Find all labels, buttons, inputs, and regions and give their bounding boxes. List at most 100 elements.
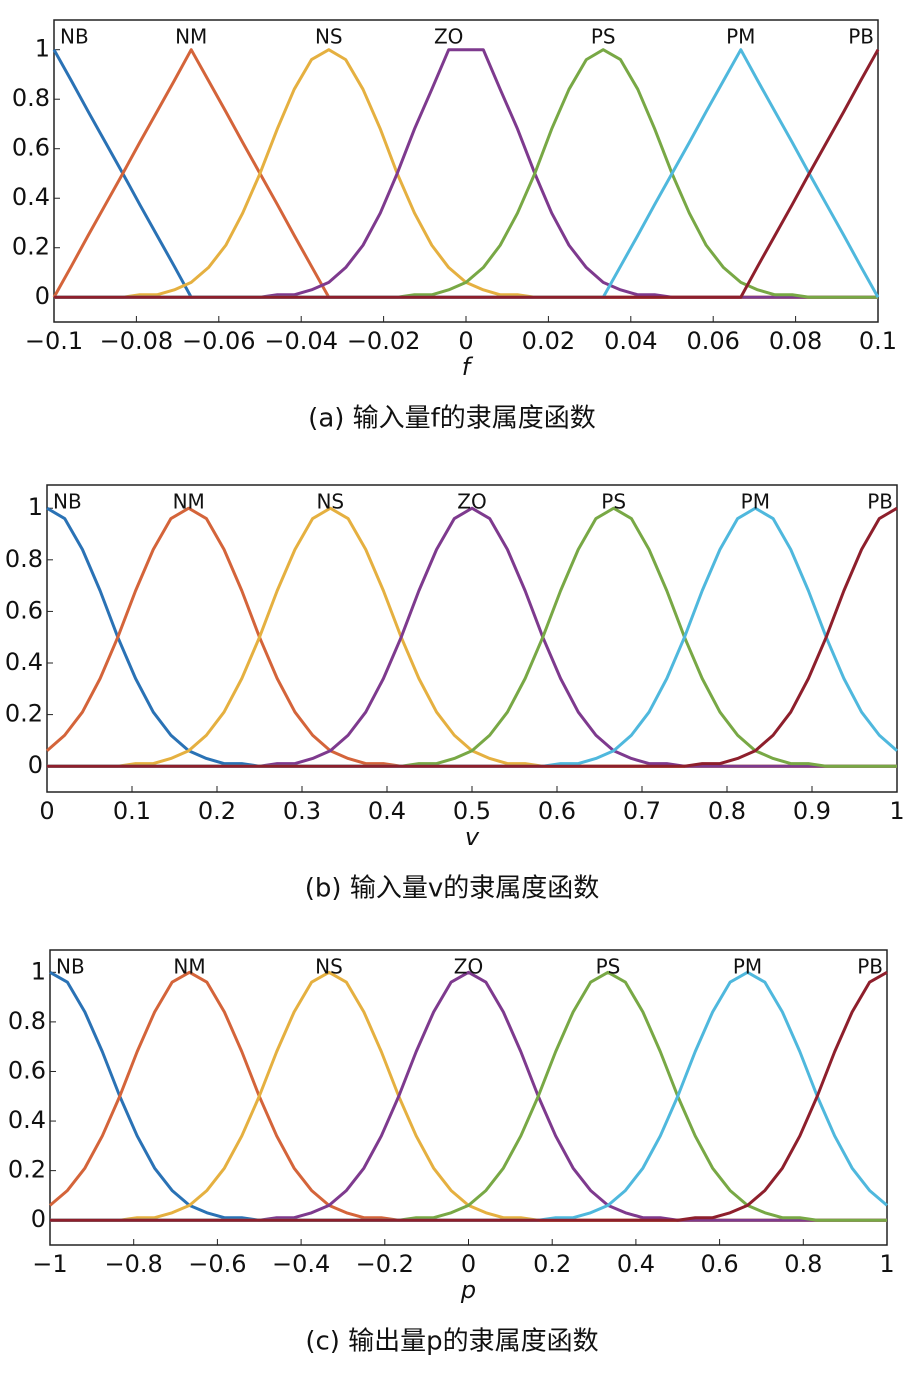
series-label: PB bbox=[867, 490, 893, 514]
membership-curve bbox=[47, 506, 897, 768]
x-tick-label: −0.08 bbox=[100, 327, 174, 355]
plot-frame bbox=[46, 484, 898, 793]
x-tick-label: −0.1 bbox=[25, 327, 83, 355]
series-label: ZO bbox=[457, 490, 486, 514]
membership-curve bbox=[47, 506, 898, 768]
series-label: NB bbox=[56, 955, 85, 979]
membership-curve bbox=[52, 48, 878, 299]
x-tick-label: −0.8 bbox=[105, 1250, 163, 1278]
x-axis-label: v bbox=[465, 823, 480, 851]
y-tick-label: 0 bbox=[28, 751, 43, 779]
series-label: PM bbox=[741, 490, 770, 514]
series-label: PB bbox=[848, 25, 874, 49]
series-label: ZO bbox=[434, 25, 463, 49]
series-label: PS bbox=[591, 25, 616, 49]
x-tick-label: 0.6 bbox=[538, 797, 576, 825]
x-tick-label: 0.8 bbox=[708, 797, 746, 825]
membership-curve bbox=[50, 971, 888, 1222]
x-tick-label: 0.1 bbox=[859, 327, 897, 355]
y-tick-label: 0.4 bbox=[8, 1106, 46, 1134]
series-label: NS bbox=[316, 490, 344, 514]
series-label: NS bbox=[315, 955, 343, 979]
y-tick-label: 0.2 bbox=[5, 700, 43, 728]
y-tick-label: 0.6 bbox=[5, 596, 43, 624]
y-tick-label: 0.4 bbox=[12, 183, 50, 211]
membership-curve bbox=[54, 48, 878, 299]
x-tick-label: 0.2 bbox=[533, 1250, 571, 1278]
membership-curve bbox=[46, 506, 897, 768]
membership-curve bbox=[50, 970, 888, 1222]
series-label: NB bbox=[60, 25, 89, 49]
series-label: PS bbox=[601, 490, 626, 514]
x-tick-label: 0.9 bbox=[793, 797, 831, 825]
membership-curve bbox=[46, 506, 897, 768]
y-tick-label: 0.2 bbox=[12, 233, 50, 261]
x-axis-label: f bbox=[462, 353, 474, 381]
x-tick-label: 0.4 bbox=[617, 1250, 655, 1278]
y-tick-label: 1 bbox=[35, 35, 50, 63]
x-tick-label: 0.6 bbox=[701, 1250, 739, 1278]
membership-curve bbox=[50, 970, 887, 1222]
membership-curve bbox=[50, 970, 887, 1222]
series-label: NS bbox=[315, 25, 343, 49]
x-tick-label: −0.4 bbox=[272, 1250, 330, 1278]
x-tick-label: 0 bbox=[39, 797, 54, 825]
series-label: ZO bbox=[454, 955, 483, 979]
y-tick-label: 0.2 bbox=[8, 1156, 46, 1184]
y-tick-label: 0 bbox=[31, 1205, 46, 1233]
series-label: NM bbox=[175, 25, 207, 49]
x-tick-label: 1 bbox=[879, 1250, 894, 1278]
membership-curve bbox=[49, 971, 887, 1222]
x-tick-label: −0.06 bbox=[182, 327, 256, 355]
y-tick-label: 0.8 bbox=[12, 84, 50, 112]
x-tick-label: 0 bbox=[458, 327, 473, 355]
x-tick-label: 0 bbox=[461, 1250, 476, 1278]
x-tick-label: 0.8 bbox=[784, 1250, 822, 1278]
membership-curve bbox=[47, 506, 898, 768]
caption: (a) 输入量f的隶属度函数 bbox=[308, 404, 596, 434]
y-tick-label: 1 bbox=[31, 957, 46, 985]
membership-curve bbox=[54, 48, 878, 299]
series-label: NM bbox=[173, 955, 205, 979]
x-tick-label: −0.04 bbox=[264, 327, 338, 355]
x-tick-label: −0.2 bbox=[356, 1250, 414, 1278]
x-tick-label: −1 bbox=[32, 1250, 67, 1278]
y-tick-label: 1 bbox=[28, 493, 43, 521]
x-tick-label: 0.02 bbox=[522, 327, 575, 355]
membership-curve bbox=[49, 970, 887, 1222]
caption: (b) 输入量v的隶属度函数 bbox=[305, 874, 599, 904]
plot-frame bbox=[53, 19, 879, 323]
series-label: PB bbox=[857, 955, 883, 979]
membership-curve bbox=[54, 48, 880, 299]
x-tick-label: 0.3 bbox=[283, 797, 321, 825]
membership-curve bbox=[54, 48, 878, 299]
membership-curve bbox=[47, 506, 897, 768]
x-tick-label: 0.1 bbox=[113, 797, 151, 825]
membership-curve bbox=[47, 506, 897, 768]
plot-frame bbox=[49, 949, 888, 1246]
x-tick-label: 1 bbox=[889, 797, 904, 825]
x-tick-label: 0.04 bbox=[604, 327, 657, 355]
caption: (c) 输出量p的隶属度函数 bbox=[305, 1327, 598, 1357]
x-tick-label: −0.02 bbox=[347, 327, 421, 355]
x-tick-label: 0.08 bbox=[769, 327, 822, 355]
membership-curve bbox=[50, 970, 887, 1222]
membership-curve bbox=[52, 48, 878, 299]
membership-curve bbox=[54, 48, 880, 299]
y-tick-label: 0.8 bbox=[8, 1007, 46, 1035]
series-label: NB bbox=[53, 490, 82, 514]
x-axis-label: p bbox=[460, 1276, 476, 1304]
x-tick-label: 0.2 bbox=[198, 797, 236, 825]
series-label: NM bbox=[173, 490, 205, 514]
y-tick-label: 0.4 bbox=[5, 648, 43, 676]
x-tick-label: 0.06 bbox=[686, 327, 739, 355]
series-label: PM bbox=[733, 955, 762, 979]
series-label: PS bbox=[596, 955, 621, 979]
series-label: PM bbox=[726, 25, 755, 49]
y-tick-label: 0.6 bbox=[12, 134, 50, 162]
y-tick-label: 0.6 bbox=[8, 1056, 46, 1084]
x-tick-label: 0.7 bbox=[623, 797, 661, 825]
x-tick-label: 0.4 bbox=[368, 797, 406, 825]
